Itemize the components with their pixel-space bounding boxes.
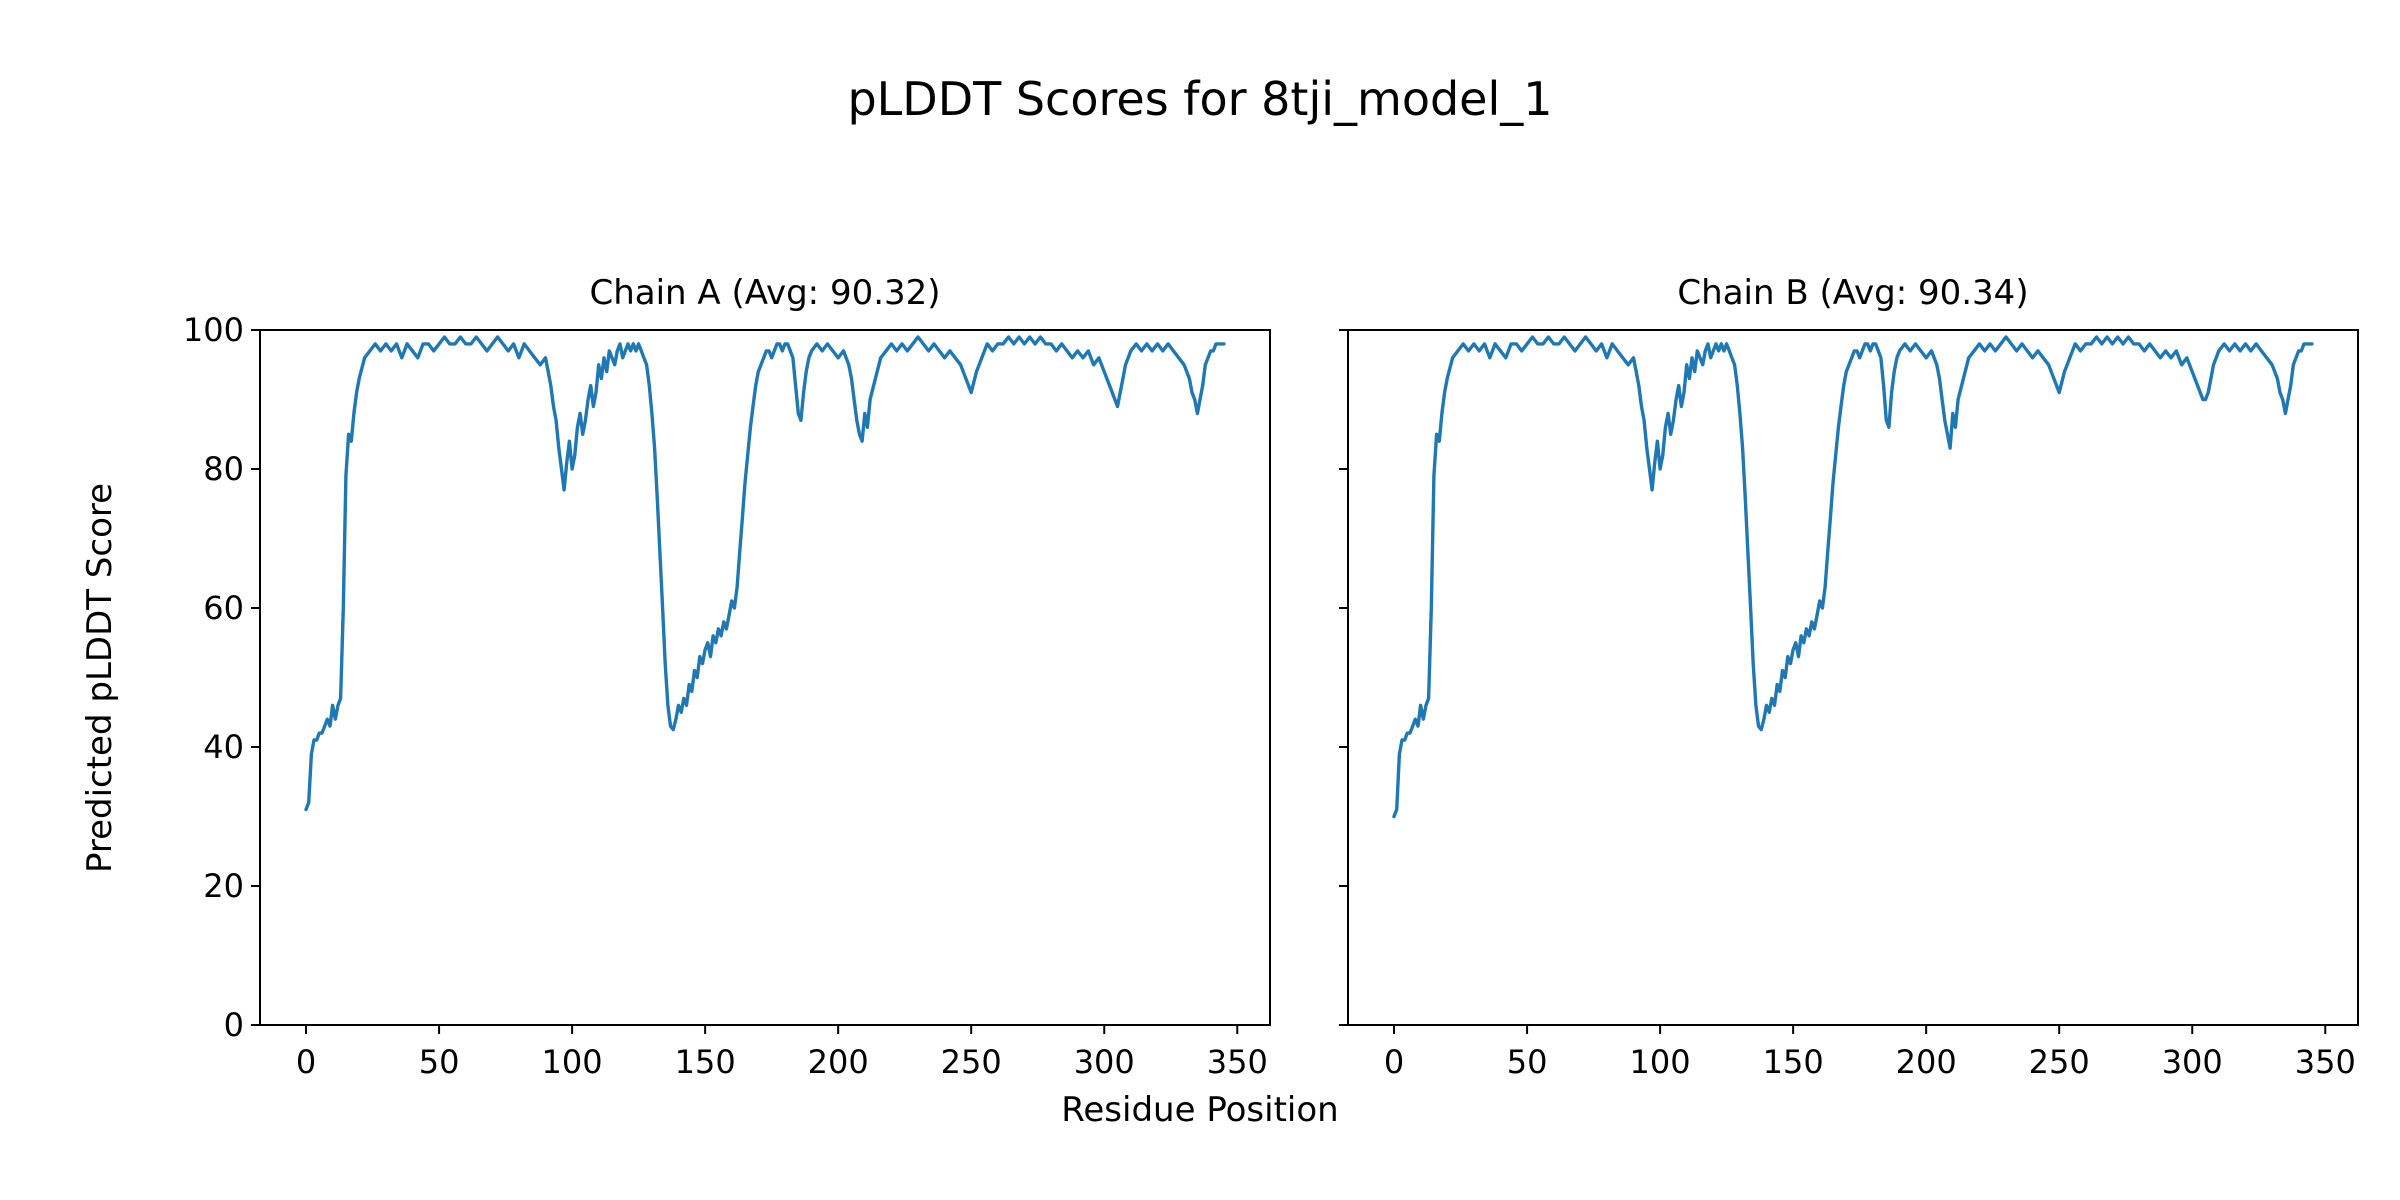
- y-tick-label: 60: [203, 589, 244, 627]
- y-tick-label: 80: [203, 450, 244, 488]
- axes-spines: [259, 329, 1271, 1026]
- figure-title: pLDDT Scores for 8tji_model_1: [847, 72, 1553, 126]
- x-tick-label: 100: [542, 1043, 603, 1081]
- subplot-0: 0 50 100 150 200 250 300 350 0 20 40 60 80 100: [183, 311, 1271, 1081]
- plddt-line: [304, 335, 1226, 812]
- x-tick-label: 350: [2295, 1043, 2356, 1081]
- y-tick-label: 100: [183, 311, 244, 349]
- x-tick-label: 200: [808, 1043, 869, 1081]
- x-tick-label: 150: [675, 1043, 736, 1081]
- x-tick-label: 100: [1630, 1043, 1691, 1081]
- x-tick-label: 50: [419, 1043, 460, 1081]
- subplot-title-chain-b: Chain B (Avg: 90.34): [1677, 273, 2029, 313]
- x-tick-label: 250: [2029, 1043, 2090, 1081]
- axes-spines: [1347, 329, 2359, 1026]
- subplot-1: 0 50 100 150 200 250 300 350: [1339, 329, 2359, 1081]
- subplot-title-chain-a: Chain A (Avg: 90.32): [589, 273, 941, 313]
- y-tick-label: 0: [224, 1006, 244, 1044]
- x-tick-label: 250: [941, 1043, 1002, 1081]
- x-tick-label: 300: [2162, 1043, 2223, 1081]
- y-tick-label: 20: [203, 867, 244, 905]
- x-tick-label: 50: [1507, 1043, 1548, 1081]
- x-tick-label: 0: [1384, 1043, 1404, 1081]
- y-tick-label: 40: [203, 728, 244, 766]
- x-tick-label: 300: [1074, 1043, 1135, 1081]
- x-tick-label: 200: [1896, 1043, 1957, 1081]
- x-tick-label: 0: [296, 1043, 316, 1081]
- x-tick-label: 350: [1207, 1043, 1268, 1081]
- plddt-line: [1392, 335, 2314, 819]
- x-tick-label: 150: [1763, 1043, 1824, 1081]
- x-axis-label: Residue Position: [1061, 1090, 1339, 1130]
